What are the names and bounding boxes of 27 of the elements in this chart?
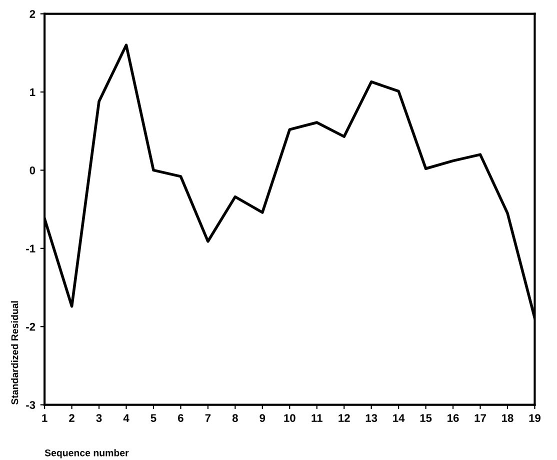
x-tick-label: 19 [529, 414, 540, 422]
x-tick-label: 3 [96, 414, 102, 422]
y-tick-label: 1 [30, 88, 36, 96]
y-tick-label: -2 [26, 322, 36, 331]
x-tick-label: 8 [232, 414, 238, 422]
x-tick-label: 14 [393, 414, 405, 422]
x-tick-label: 4 [123, 414, 130, 422]
y-tick-label: -3 [26, 401, 36, 409]
y-tick-label: 0 [30, 166, 36, 174]
x-tick-label: 15 [420, 414, 432, 422]
x-tick-label: 11 [312, 414, 322, 422]
x-tick-label: 9 [260, 414, 266, 422]
x-tick-label: 18 [502, 414, 514, 422]
x-tick-label: 13 [366, 414, 378, 422]
x-tick-label: 7 [205, 414, 211, 422]
x-tick-label: 12 [338, 414, 350, 422]
y-tick-label: -1 [26, 244, 36, 252]
y-axis-title: Standardized Residual [11, 301, 18, 405]
x-tick-label: 2 [69, 414, 74, 422]
x-tick-label: 17 [474, 414, 486, 422]
x-tick-label: 10 [284, 414, 296, 422]
x-tick-label: 5 [150, 414, 156, 422]
x-tick-label: 6 [178, 414, 184, 422]
x-axis-title: Sequence number [44, 449, 129, 458]
x-tick-label: 16 [448, 414, 459, 422]
x-tick-label: 1 [42, 414, 48, 422]
y-tick-label: 2 [30, 10, 36, 18]
